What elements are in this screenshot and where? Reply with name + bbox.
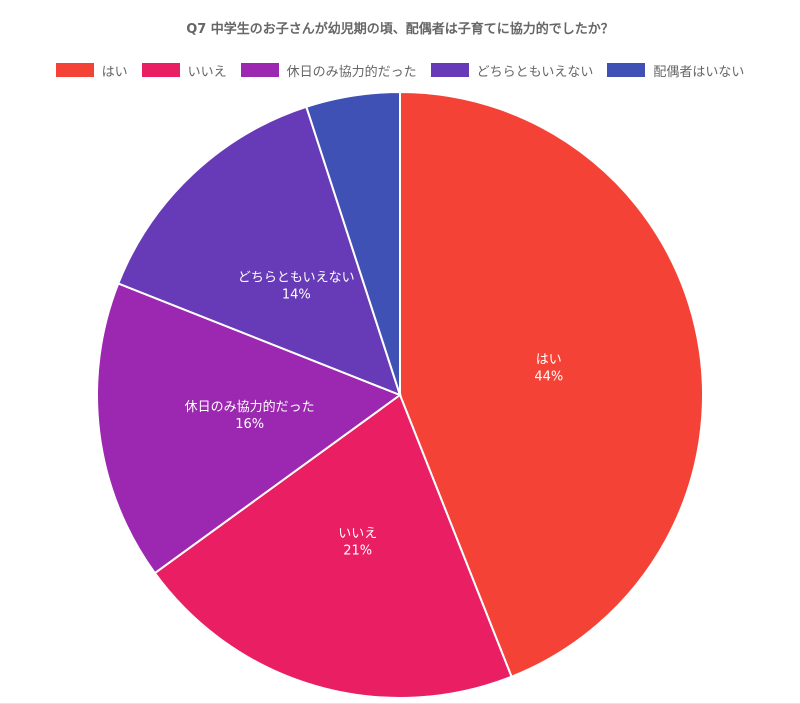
slice-holidays-only[interactable] [96,282,403,575]
legend-label: はい [101,64,128,80]
legend-item-holidays-only[interactable]: 休日のみ協力的だった [240,61,417,80]
legend-swatch [55,63,94,77]
slice-category-label: 休日のみ協力的だった [185,399,315,415]
slice-percent-label: 21% [343,543,372,558]
legend-item-neither[interactable]: どちらともいえない [430,61,594,80]
slice-no-spouse[interactable] [305,90,401,396]
slice-yes[interactable] [399,90,704,679]
legend-label: 休日のみ協力的だった [286,64,417,80]
legend-swatch [240,63,279,77]
chart-title: Q7 中学生のお子さんが幼児期の頃、配偶者は子育てに協力的でしたか？ [186,22,614,37]
slice-percent-label: 14% [282,288,311,303]
legend-item-no-spouse[interactable]: 配偶者はいない [607,61,744,80]
slice-no[interactable] [153,393,513,699]
slice-category-label: どちらともいえない [238,271,355,286]
legend-swatch [430,63,469,77]
slice-category-label: はい [536,353,562,368]
legend-item-no[interactable]: いいえ [141,61,227,80]
legend-swatch [141,63,180,77]
slice-category-label: いいえ [338,526,377,541]
legend-label: 配偶者はいない [653,64,745,80]
slice-percent-label: 16% [235,417,264,432]
legend-item-yes[interactable]: はい [55,61,128,80]
chart-legend: はい いいえ 休日のみ協力的だった どちらともいえない 配偶者はいない [0,60,800,80]
legend-swatch [607,63,646,77]
legend-label: いいえ [187,64,227,80]
legend-label: どちらともいえない [476,64,594,80]
slice-percent-label: 44% [534,370,563,385]
